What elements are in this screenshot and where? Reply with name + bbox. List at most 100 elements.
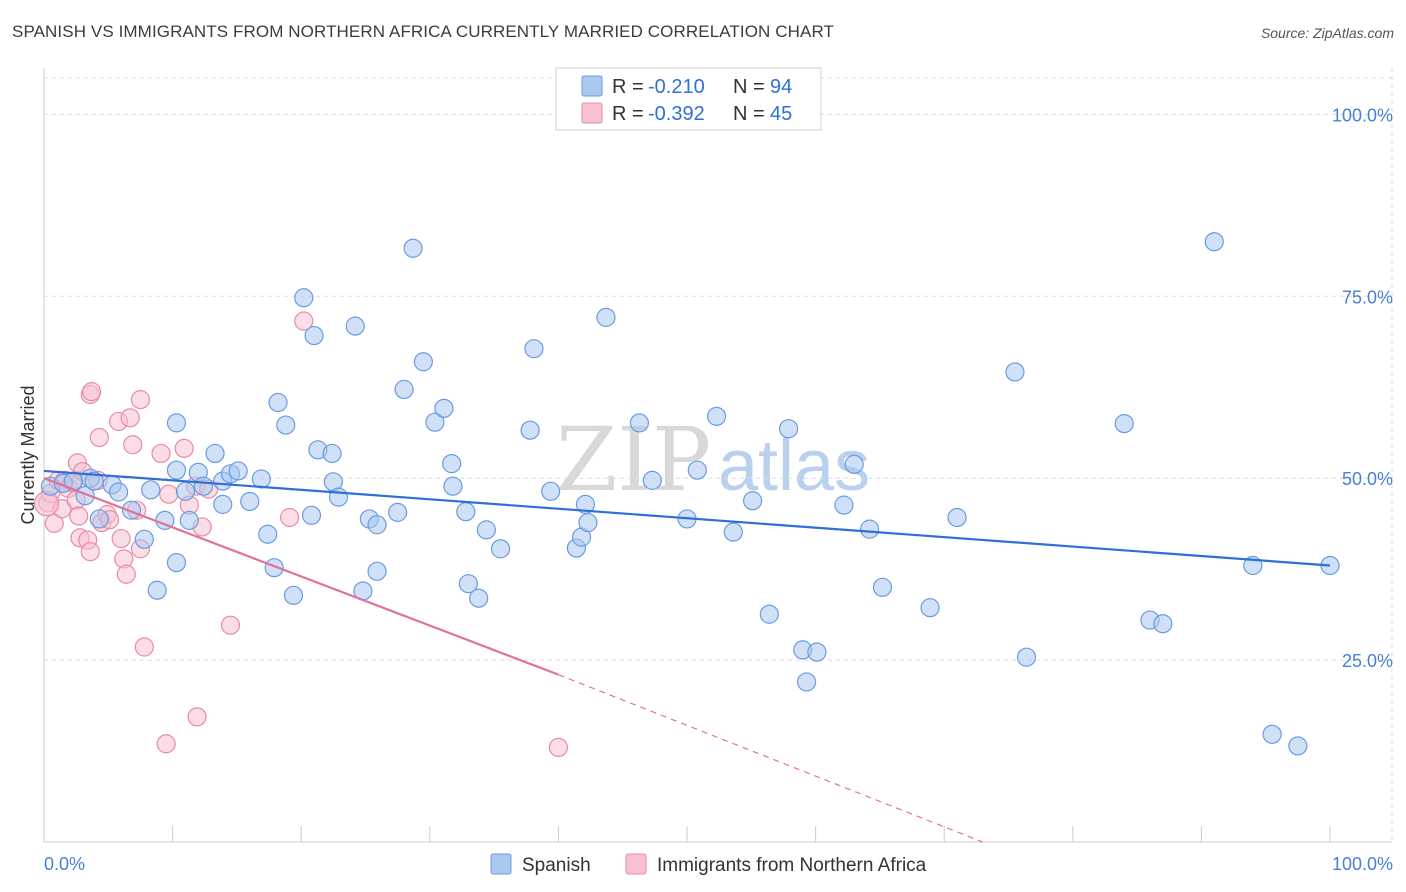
spanish-point xyxy=(541,481,561,501)
y-axis-label: Currently Married xyxy=(18,385,38,524)
immigrants-point xyxy=(120,408,140,428)
spanish-point xyxy=(844,454,864,474)
spanish-point xyxy=(84,471,104,491)
spanish-point xyxy=(1204,232,1224,252)
spanish-point xyxy=(578,512,598,533)
y-tick-label: 75.0% xyxy=(1342,287,1393,307)
spanish-point xyxy=(524,339,544,359)
spanish-point xyxy=(264,558,284,578)
spanish-point xyxy=(706,406,727,426)
spanish-point xyxy=(1288,736,1308,756)
x-tick-labels: 0.0% 100.0% xyxy=(44,854,1393,874)
spanish-point xyxy=(388,502,408,522)
immigrants-point xyxy=(130,390,151,410)
spanish-point xyxy=(490,539,511,559)
immigrants-point xyxy=(80,542,100,562)
spanish-point xyxy=(166,552,187,573)
immigrants-point xyxy=(123,435,143,455)
immigrants-point xyxy=(81,382,102,402)
spanish-point xyxy=(258,524,278,544)
immigrants-point xyxy=(69,506,89,526)
immigrants-point xyxy=(111,528,131,549)
spanish-point xyxy=(394,379,414,400)
chart-title: SPANISH VS IMMIGRANTS FROM NORTHERN AFRI… xyxy=(12,22,834,41)
spanish-point xyxy=(1114,414,1134,434)
bottom-legend-swatch-spanish xyxy=(490,853,512,875)
axes xyxy=(43,68,1392,843)
legend-n-value-2: 45 xyxy=(770,103,792,125)
immigrants-point xyxy=(187,707,207,727)
spanish-point xyxy=(251,469,271,489)
immigrants-point xyxy=(174,438,194,458)
spanish-point xyxy=(304,325,324,346)
spanish-point xyxy=(642,470,662,490)
stats-legend: R = -0.210 N = 94 R = -0.392 N = 45 xyxy=(555,67,822,131)
immigrants-point xyxy=(280,507,300,528)
spanish-point xyxy=(108,482,129,502)
spanish-point xyxy=(367,561,387,581)
y-tick-label: 25.0% xyxy=(1342,651,1393,671)
spanish-point xyxy=(294,288,314,308)
spanish-point xyxy=(425,412,445,432)
spanish-point xyxy=(213,494,233,514)
immigrants-point xyxy=(156,734,176,754)
immigrants-point xyxy=(116,564,136,584)
bottom-legend-swatch-immigrants xyxy=(625,853,647,875)
series-legend: Spanish Immigrants from Northern Africa xyxy=(490,853,927,876)
spanish-point xyxy=(240,491,260,512)
spanish-point xyxy=(179,510,199,530)
spanish-point xyxy=(345,316,365,336)
spanish-point xyxy=(1153,614,1173,634)
immigrants-point xyxy=(33,491,60,517)
spanish-point xyxy=(947,507,967,528)
y-tick-labels: 25.0% 50.0% 75.0% 100.0% xyxy=(1332,105,1393,671)
immigrants-point xyxy=(220,615,241,635)
x-tick-label: 0.0% xyxy=(44,854,85,874)
legend-n-label-1: N = xyxy=(733,76,765,98)
spanish-point xyxy=(413,352,433,372)
spanish-point xyxy=(328,487,349,507)
spanish-point xyxy=(796,672,817,692)
immigrants-point xyxy=(548,737,569,758)
spanish-point xyxy=(778,419,799,439)
spanish-point xyxy=(276,415,296,435)
legend-r-value-1: -0.210 xyxy=(648,76,705,98)
y-tick-label: 50.0% xyxy=(1342,469,1393,489)
spanish-point xyxy=(193,476,214,496)
spanish-point xyxy=(469,588,489,608)
legend-swatch-immigrants xyxy=(581,102,603,124)
spanish-point xyxy=(443,476,463,496)
spanish-point xyxy=(89,509,109,529)
spanish-point xyxy=(834,495,854,515)
immigrants-point xyxy=(151,443,171,464)
spanish-point xyxy=(860,519,880,539)
legend-r-label-2: R = xyxy=(612,103,644,125)
bottom-legend-immigrants: Immigrants from Northern Africa xyxy=(657,855,927,876)
source-label: Source: ZipAtlas.com xyxy=(1260,25,1394,41)
spanish-point xyxy=(166,460,187,480)
spanish-point xyxy=(456,502,476,522)
spanish-point xyxy=(134,529,154,549)
spanish-point xyxy=(268,392,288,413)
spanish-point xyxy=(458,574,478,594)
spanish-point xyxy=(442,454,462,474)
spanish-point xyxy=(629,413,650,433)
spanish-point xyxy=(228,461,248,481)
spanish-point xyxy=(920,598,940,618)
legend-n-label-2: N = xyxy=(733,103,765,125)
spanish-point xyxy=(520,420,540,440)
bottom-legend-spanish: Spanish xyxy=(522,855,591,876)
y-tick-label: 100.0% xyxy=(1332,105,1393,125)
spanish-point xyxy=(759,604,779,624)
spanish-point xyxy=(872,577,893,597)
legend-swatch-spanish xyxy=(581,75,603,97)
spanish-point xyxy=(166,413,187,433)
trend-lines xyxy=(43,469,1331,843)
trend-line-immigrants-extension xyxy=(558,674,984,843)
spanish-point xyxy=(301,505,322,525)
spanish-point xyxy=(723,522,743,542)
immigrants-point xyxy=(159,484,179,504)
spanish-point xyxy=(1005,362,1025,382)
spanish-point xyxy=(807,642,827,662)
